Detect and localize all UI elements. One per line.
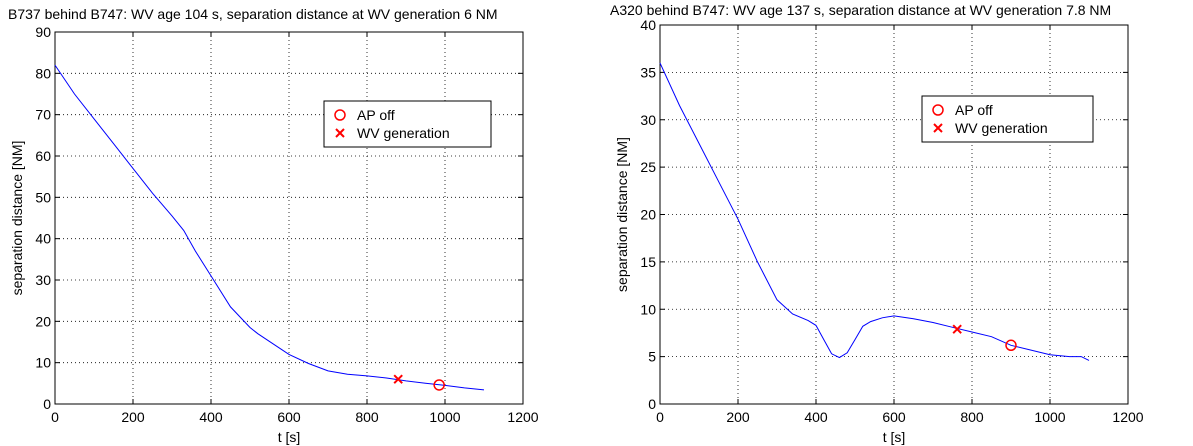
legend: AP off WV generation — [323, 100, 492, 148]
x-tick-label: 1000 — [1034, 409, 1065, 425]
y-tick-label: 80 — [35, 65, 51, 81]
legend-label: AP off — [955, 102, 993, 118]
legend-circle-icon — [334, 109, 346, 121]
y-tick-label: 15 — [640, 254, 656, 270]
y-tick-label: 20 — [35, 313, 51, 329]
x-tick-label: 1200 — [507, 409, 538, 425]
x-tick-label: 1200 — [1112, 409, 1143, 425]
legend-label: AP off — [357, 107, 395, 123]
ap-off-marker — [433, 379, 445, 391]
ap-off-marker — [1005, 339, 1017, 352]
y-tick-label: 40 — [640, 17, 656, 33]
y-tick-label: 50 — [35, 189, 51, 205]
x-axis-label: t [s] — [278, 429, 301, 445]
x-tick-label: 200 — [726, 409, 750, 425]
legend-label: WV generation — [357, 125, 450, 141]
legend-cross-icon — [335, 128, 345, 138]
legend-box — [323, 100, 492, 148]
x-tick-label: 400 — [199, 409, 223, 425]
y-tick-label: 90 — [35, 24, 51, 40]
legend-label: WV generation — [955, 120, 1048, 136]
y-axis-label: separation distance [NM] — [9, 141, 25, 296]
y-axis-label: separation distance [NM] — [614, 137, 630, 292]
y-tick-label: 0 — [648, 396, 656, 412]
series-line — [659, 62, 1090, 361]
series-line — [54, 64, 485, 391]
chart-title: B737 behind B747: WV age 104 s, separati… — [8, 6, 498, 22]
y-tick-label: 10 — [640, 301, 656, 317]
x-tick-label: 400 — [804, 409, 828, 425]
legend: AP off WV generation — [921, 95, 1094, 143]
y-tick-label: 40 — [35, 231, 51, 247]
chart-title: A320 behind B747: WV age 137 s, separati… — [610, 2, 1111, 18]
x-tick-label: 800 — [355, 409, 379, 425]
x-tick-label: 0 — [656, 409, 664, 425]
x-tick-label: 800 — [960, 409, 984, 425]
legend-circle-icon — [932, 104, 944, 116]
legend-cross-icon — [933, 123, 943, 133]
y-tick-label: 35 — [640, 64, 656, 80]
y-tick-label: 10 — [35, 355, 51, 371]
y-tick-label: 30 — [640, 112, 656, 128]
y-tick-label: 25 — [640, 159, 656, 175]
chart-2: 0 200 400 600 800 1000 1200 0 5 10 15 20 25 30 35 40A32… — [610, 2, 1144, 445]
x-tick-label: 1000 — [429, 409, 460, 425]
chart-1: 0 200 400 600 800 1000 1200 0 10 20 30 40 50 60 70 80 90… — [8, 6, 539, 445]
plot-area — [55, 32, 523, 404]
legend-box — [921, 95, 1094, 143]
wv-generation-marker — [952, 324, 962, 334]
x-tick-label: 200 — [121, 409, 145, 425]
x-tick-label: 600 — [277, 409, 301, 425]
y-tick-label: 30 — [35, 272, 51, 288]
y-tick-label: 60 — [35, 148, 51, 164]
y-tick-label: 70 — [35, 107, 51, 123]
x-tick-label: 0 — [51, 409, 59, 425]
x-axis-label: t [s] — [883, 429, 906, 445]
y-tick-label: 20 — [640, 207, 656, 223]
y-tick-label: 0 — [43, 396, 51, 412]
y-tick-label: 5 — [648, 349, 656, 365]
plot-area — [660, 25, 1128, 404]
wv-generation-marker — [393, 374, 403, 384]
x-tick-label: 600 — [882, 409, 906, 425]
